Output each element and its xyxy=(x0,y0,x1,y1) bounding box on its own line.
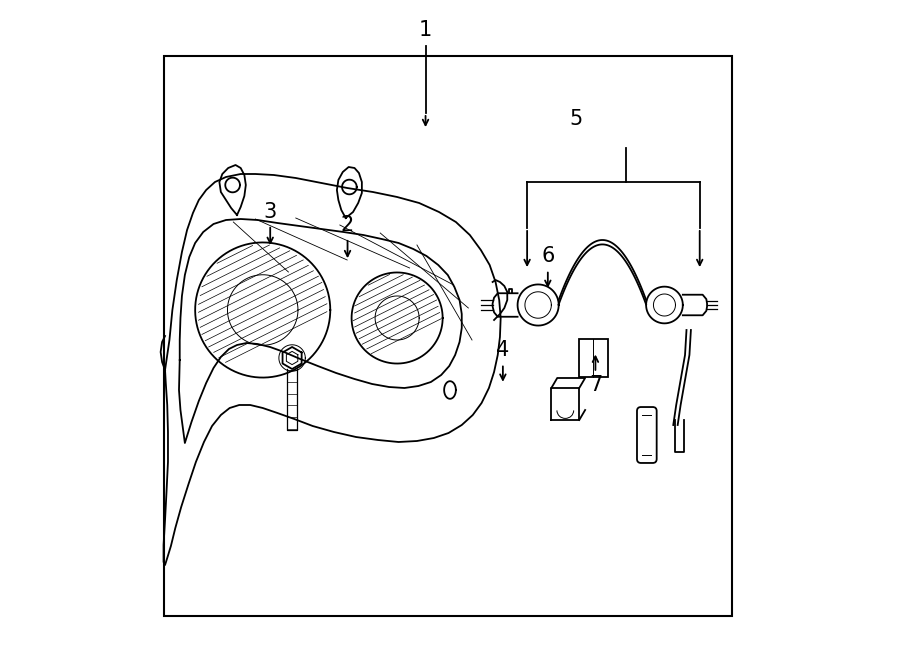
Text: 5: 5 xyxy=(569,109,582,129)
Bar xyxy=(579,339,608,377)
Text: 7: 7 xyxy=(589,375,602,395)
Text: 2: 2 xyxy=(341,215,355,235)
Text: 4: 4 xyxy=(496,340,509,360)
Text: 3: 3 xyxy=(264,202,277,221)
Text: 6: 6 xyxy=(541,247,554,266)
Bar xyxy=(165,56,732,616)
Text: 1: 1 xyxy=(418,20,432,40)
